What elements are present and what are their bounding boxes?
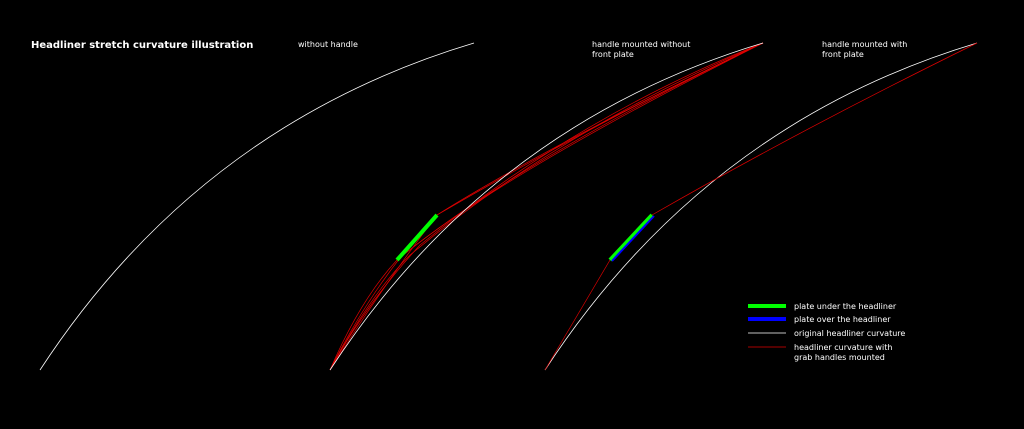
original-curve bbox=[39, 42, 475, 371]
label-line: without handle bbox=[298, 40, 358, 49]
legend-label: headliner curvature with grab handles mou… bbox=[794, 343, 892, 362]
title: Headliner stretch curvature illustration bbox=[31, 40, 253, 51]
legend-label: plate under the headliner bbox=[794, 302, 897, 311]
panel-label: without handle bbox=[298, 40, 358, 49]
stretched-curve bbox=[396, 42, 764, 261]
stretched-curve bbox=[329, 42, 764, 371]
plate-under bbox=[608, 213, 654, 262]
panel-label: handle mounted with front plate bbox=[822, 40, 907, 59]
label-line: original headliner curvature bbox=[794, 329, 905, 338]
label-line: headliner curvature with bbox=[794, 343, 892, 352]
stretched-curve bbox=[651, 42, 978, 216]
panel-label: handle mounted without front plate bbox=[592, 40, 690, 59]
label-line: front plate bbox=[592, 50, 634, 59]
label-line: grab handles mounted bbox=[794, 353, 885, 362]
legend-label: plate over the headliner bbox=[794, 315, 891, 324]
label-line: plate under the headliner bbox=[794, 302, 897, 311]
label-line: front plate bbox=[822, 50, 864, 59]
label-line: plate over the headliner bbox=[794, 315, 891, 324]
label-line: handle mounted with bbox=[822, 40, 907, 49]
stretched-curve bbox=[544, 259, 611, 371]
plate-over bbox=[611, 215, 655, 262]
stretched-curve bbox=[329, 42, 764, 371]
original-curve bbox=[544, 42, 978, 371]
plate-under bbox=[395, 213, 439, 262]
legend-label: original headliner curvature bbox=[794, 329, 905, 338]
label-line: handle mounted without bbox=[592, 40, 690, 49]
original-curve bbox=[329, 42, 764, 371]
